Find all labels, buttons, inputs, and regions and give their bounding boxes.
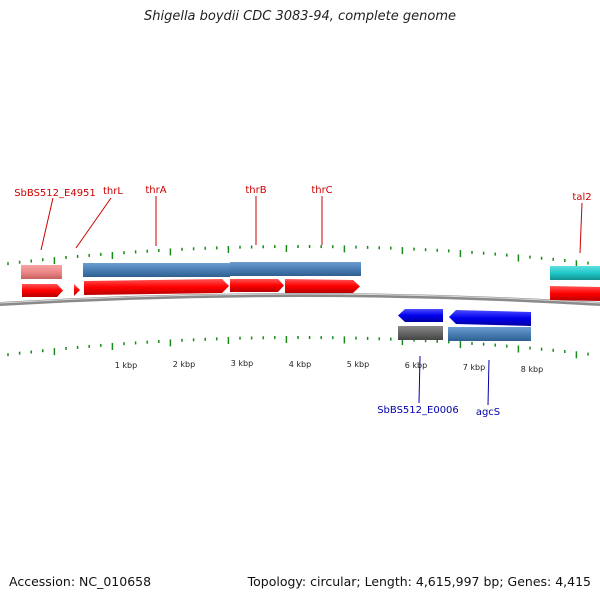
scale-label-3kbp: 3 kbp	[231, 359, 253, 368]
gene-arrow-tal2[interactable]	[550, 286, 600, 301]
scale-label-2kbp: 2 kbp	[173, 360, 195, 369]
gene-arrow-thrA[interactable]	[84, 279, 229, 295]
scale-label-1kbp: 1 kbp	[115, 361, 137, 370]
cds-block-agcS[interactable]	[448, 327, 531, 341]
accession-text: Accession: NC_010658	[9, 574, 152, 589]
gene-label-thrC[interactable]: thrC	[311, 185, 332, 196]
scale-ticks-bottom	[7, 336, 589, 359]
gene-label-thrB[interactable]: thrB	[245, 185, 266, 196]
genome-backbone-highlight	[0, 293, 600, 304]
scale-label-6kbp: 6 kbp	[405, 361, 427, 370]
genome-title: Shigella boydii CDC 3083-94, complete ge…	[143, 9, 457, 24]
scale-ticks-top	[7, 245, 589, 268]
gene-label-SbBS512_E4951[interactable]: SbBS512_E4951	[14, 188, 96, 199]
scale-label-4kbp: 4 kbp	[289, 360, 311, 369]
pseudo-cds-block[interactable]	[21, 265, 62, 279]
genome-backbone	[0, 293, 600, 306]
gene-arrow-SbBS512_E4951[interactable]	[22, 284, 63, 297]
gene-arrow-agcS[interactable]	[449, 310, 531, 326]
gene-label-thrL[interactable]: thrL	[103, 186, 123, 197]
gene-arrow-thrB[interactable]	[230, 279, 284, 292]
scale-label-7kbp: 7 kbp	[463, 363, 485, 372]
cds-block-thrC[interactable]	[285, 262, 361, 276]
gene-arrow-thrL[interactable]	[74, 284, 80, 296]
gene-label-SbBS512_E0006[interactable]: SbBS512_E0006	[377, 405, 459, 416]
gene-label-tal2[interactable]: tal2	[572, 192, 591, 203]
scale-label-5kbp: 5 kbp	[347, 360, 369, 369]
gene-arrow-thrC[interactable]	[285, 279, 360, 293]
rna-block[interactable]	[550, 266, 600, 280]
reverse-label-leaders	[418, 355, 490, 406]
scale-label-8kbp: 8 kbp	[521, 365, 543, 374]
other-feature-block[interactable]	[398, 326, 443, 340]
gene-label-thrA[interactable]: thrA	[145, 185, 166, 196]
forward-label-leaders	[40, 196, 583, 254]
gene-arrow-SbBS512_E0006[interactable]	[398, 309, 443, 322]
gene-label-agcS[interactable]: agcS	[476, 407, 500, 418]
cds-block-thrA[interactable]	[83, 263, 230, 277]
genome-summary-text: Topology: circular; Length: 4,615,997 bp…	[247, 574, 591, 589]
cds-block-thrB[interactable]	[230, 262, 285, 276]
